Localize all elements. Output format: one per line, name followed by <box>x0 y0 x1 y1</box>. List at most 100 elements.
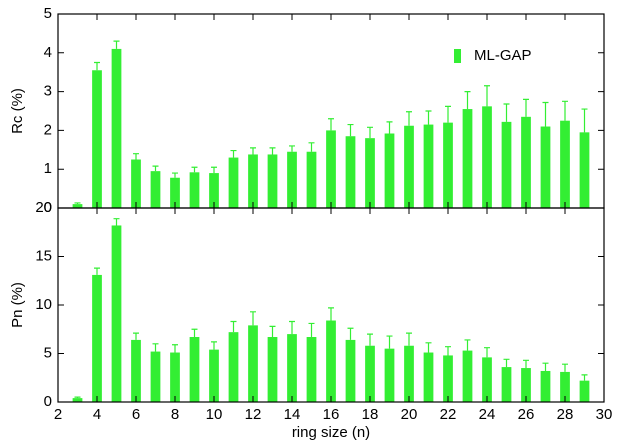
error-bar <box>211 166 217 174</box>
error-bar <box>503 103 510 122</box>
legend-swatch <box>454 49 461 63</box>
error-bar <box>425 342 432 353</box>
y-tick-label: 3 <box>44 83 52 100</box>
bar <box>111 225 122 402</box>
error-bar <box>523 98 529 117</box>
bar <box>540 370 551 402</box>
error-bar <box>250 311 256 326</box>
bar <box>248 325 258 402</box>
bar <box>482 357 492 402</box>
error-bar <box>269 325 276 338</box>
x-tick-label: 2 <box>54 406 62 423</box>
bar <box>579 380 590 402</box>
bar <box>345 339 356 402</box>
error-bar <box>289 145 295 152</box>
error-bar <box>94 61 100 71</box>
error-bar <box>347 123 354 137</box>
bar <box>462 109 473 208</box>
bar <box>521 116 531 208</box>
error-bar <box>581 108 588 133</box>
bar <box>209 173 219 208</box>
bar <box>170 177 180 208</box>
x-tick-label: 18 <box>362 406 379 423</box>
error-bar <box>445 346 451 356</box>
y-tick-label: 5 <box>44 344 52 361</box>
x-tick-label: 14 <box>284 406 301 423</box>
x-tick-label: 6 <box>132 406 140 423</box>
bar <box>131 159 141 208</box>
bar <box>482 106 492 208</box>
x-tick-label: 8 <box>171 406 179 423</box>
error-bar <box>406 111 412 126</box>
error-bar <box>464 339 471 351</box>
bar <box>92 70 102 208</box>
bar <box>228 332 239 402</box>
error-bar <box>562 100 568 121</box>
y-tick-label: 4 <box>44 44 52 61</box>
error-bar <box>289 320 295 335</box>
bar <box>306 151 317 208</box>
y-tick-label: 1 <box>44 160 52 177</box>
error-bar <box>542 362 549 371</box>
bar <box>579 132 590 208</box>
bar <box>384 348 395 402</box>
bar <box>72 204 83 208</box>
y-tick-label: 10 <box>35 296 52 313</box>
x-tick-label: 10 <box>206 406 223 423</box>
bar <box>111 48 122 208</box>
error-bar <box>464 91 471 110</box>
error-bar <box>133 153 139 160</box>
error-bar <box>152 343 159 352</box>
x-tick-label: 24 <box>479 406 496 423</box>
bar <box>501 121 512 208</box>
bar <box>287 151 297 208</box>
error-bar <box>308 142 315 152</box>
error-bar <box>542 101 549 127</box>
bar <box>540 126 551 208</box>
x-tick-label: 12 <box>245 406 262 423</box>
error-bar <box>425 110 432 125</box>
bar <box>248 154 258 208</box>
y-tick-label: 2 <box>44 121 52 138</box>
error-bar <box>113 40 120 49</box>
bar <box>92 274 102 402</box>
bar <box>326 130 336 208</box>
error-bar <box>367 333 373 346</box>
error-bar <box>367 126 373 139</box>
bar <box>228 157 239 208</box>
x-tick-label: 28 <box>557 406 574 423</box>
bar <box>170 352 180 402</box>
bar <box>365 138 375 208</box>
bar <box>189 172 200 208</box>
bar <box>404 345 414 402</box>
error-bar <box>133 332 139 340</box>
bar <box>287 334 297 402</box>
error-bar <box>191 328 198 338</box>
bar <box>423 352 434 402</box>
error-bar <box>74 396 81 399</box>
bar <box>306 337 317 402</box>
y-tick-label: 20 <box>35 199 52 216</box>
error-bar <box>347 327 354 340</box>
bar <box>209 349 219 402</box>
x-axis-label: ring size (n) <box>292 424 370 441</box>
error-bar <box>562 363 568 372</box>
bar <box>326 320 336 402</box>
error-bar <box>328 118 334 131</box>
error-bar <box>406 332 412 346</box>
bar <box>443 355 453 402</box>
error-bar <box>484 347 490 358</box>
error-bar <box>211 341 217 350</box>
x-tick-label: 22 <box>440 406 457 423</box>
bar <box>384 133 395 208</box>
y-axis-label: Pn (%) <box>9 282 26 328</box>
bar <box>131 339 141 402</box>
error-bar <box>386 121 393 134</box>
error-bar <box>230 149 237 158</box>
bar <box>521 368 531 402</box>
error-bar <box>230 320 237 333</box>
x-tick-label: 20 <box>401 406 418 423</box>
error-bar <box>328 307 334 321</box>
bar <box>443 122 453 208</box>
